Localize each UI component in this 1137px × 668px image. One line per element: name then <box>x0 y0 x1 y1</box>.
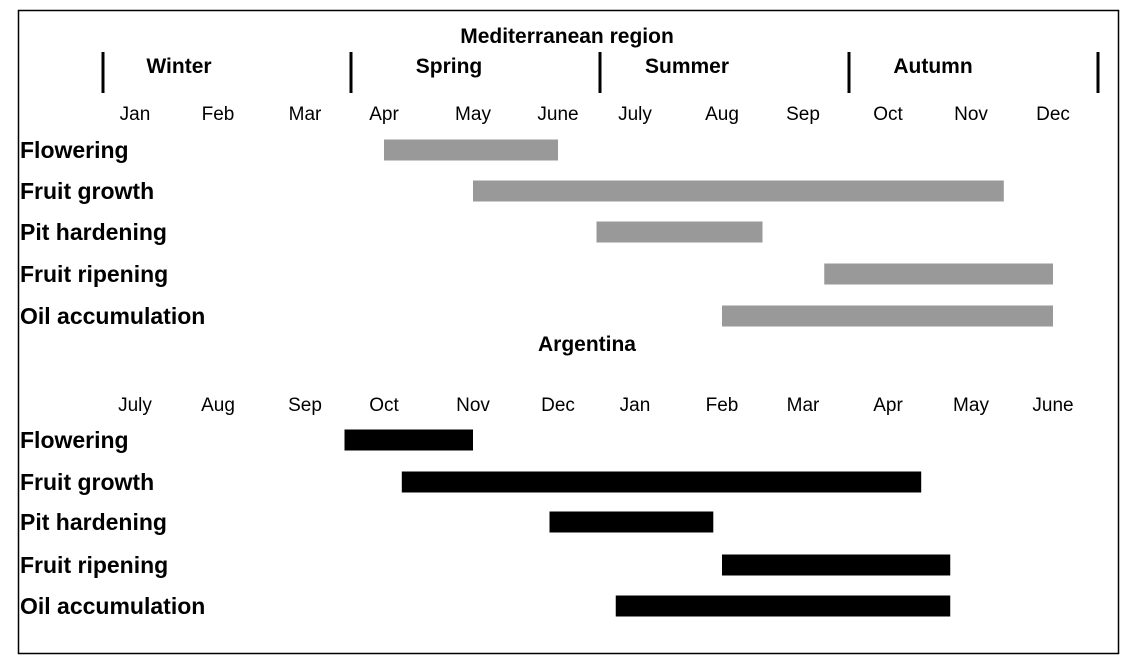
month-tick-label: July <box>618 104 652 125</box>
stage-bar <box>473 180 1004 202</box>
stage-bar <box>615 595 951 617</box>
month-tick-label: Nov <box>456 395 490 416</box>
month-tick-label: Feb <box>202 104 235 125</box>
month-tick-label: Apr <box>369 104 399 125</box>
panel-mediterranean: Jan Feb Mar Apr May June July Aug Sep Oct Nov Dec Fl… <box>20 104 1070 329</box>
season-dividers <box>101 52 1100 93</box>
stage-bar <box>384 139 558 161</box>
stage-bar <box>549 511 714 533</box>
month-tick-label: Sep <box>288 395 322 416</box>
month-tick-label: Nov <box>954 104 988 125</box>
season-label-summer: Summer <box>645 55 729 78</box>
month-tick-label: Mar <box>289 104 322 125</box>
panel-argentina: July Aug Sep Oct Nov Dec Jan Feb Mar Apr May June Fl… <box>20 395 1074 619</box>
stage-label: Fruit growth <box>20 178 154 204</box>
month-tick-label: July <box>118 395 152 416</box>
stage-bar <box>722 554 951 576</box>
season-label-autumn: Autumn <box>893 55 972 78</box>
stage-label: Flowering <box>20 137 129 163</box>
month-tick-label: Aug <box>201 395 235 416</box>
stage-bar <box>344 429 473 451</box>
month-tick-label: Apr <box>873 395 903 416</box>
panel-2-title: Argentina <box>538 333 636 356</box>
stage-label: Oil accumulation <box>20 593 205 619</box>
stage-label: Pit hardening <box>20 219 167 245</box>
month-tick-label: Aug <box>705 104 739 125</box>
season-label-winter: Winter <box>146 55 211 78</box>
month-tick-label: June <box>537 104 578 125</box>
season-label-spring: Spring <box>416 55 483 78</box>
stage-label: Fruit ripening <box>20 552 168 578</box>
month-tick-label: June <box>1032 395 1073 416</box>
month-tick-label: Feb <box>706 395 739 416</box>
stage-bar <box>401 471 922 493</box>
month-tick-label: Jan <box>620 395 651 416</box>
chart-frame <box>17 9 1120 655</box>
stage-label: Fruit ripening <box>20 261 168 287</box>
month-tick-label: Sep <box>786 104 820 125</box>
month-tick-label: May <box>953 395 989 416</box>
stage-label: Pit hardening <box>20 509 167 535</box>
month-tick-label: Dec <box>1036 104 1070 125</box>
month-tick-label: Dec <box>541 395 575 416</box>
month-tick-label: Oct <box>873 104 903 125</box>
month-tick-label: May <box>455 104 491 125</box>
stage-label: Oil accumulation <box>20 303 205 329</box>
stage-bar <box>722 305 1053 327</box>
stage-bar <box>596 221 763 243</box>
stage-bar <box>824 263 1053 285</box>
stage-label: Flowering <box>20 427 129 453</box>
season-labels: Winter Spring Summer Autumn <box>146 55 972 78</box>
panel-1-title: Mediterranean region <box>460 25 674 48</box>
month-tick-label: Mar <box>787 395 820 416</box>
month-tick-label: Jan <box>120 104 151 125</box>
month-tick-label: Oct <box>369 395 399 416</box>
stage-label: Fruit growth <box>20 469 154 495</box>
